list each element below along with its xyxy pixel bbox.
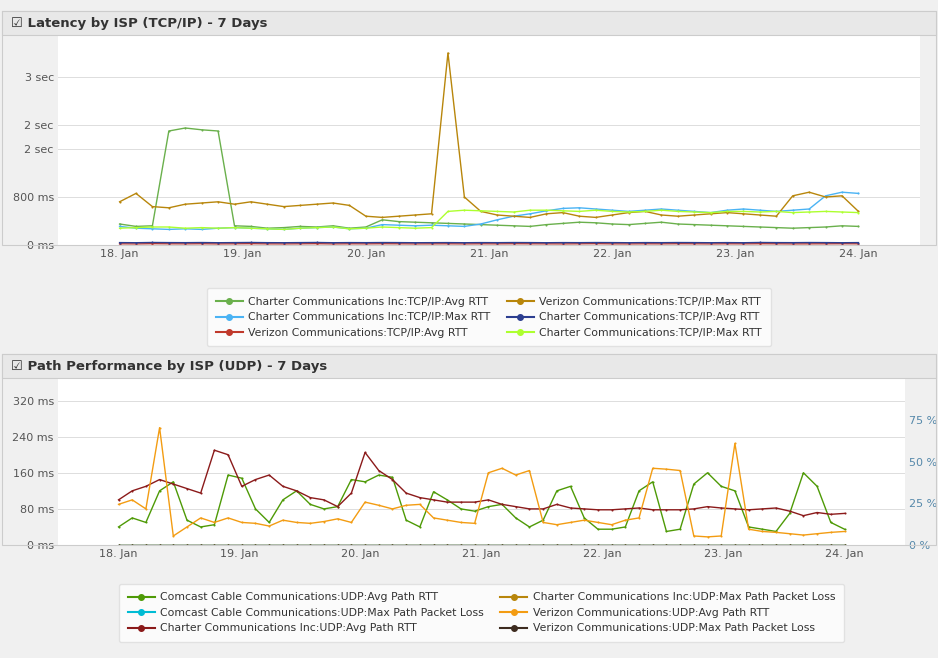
Text: ☑ Path Performance by ISP (UDP) - 7 Days: ☑ Path Performance by ISP (UDP) - 7 Days: [11, 359, 327, 372]
Legend: Comcast Cable Communications:UDP:Avg Path RTT, Comcast Cable Communications:UDP:: Comcast Cable Communications:UDP:Avg Pat…: [119, 584, 844, 642]
Legend: Charter Communications Inc:TCP/IP:Avg RTT, Charter Communications Inc:TCP/IP:Max: Charter Communications Inc:TCP/IP:Avg RT…: [207, 288, 771, 346]
Text: ☑ Latency by ISP (TCP/IP) - 7 Days: ☑ Latency by ISP (TCP/IP) - 7 Days: [11, 16, 268, 30]
